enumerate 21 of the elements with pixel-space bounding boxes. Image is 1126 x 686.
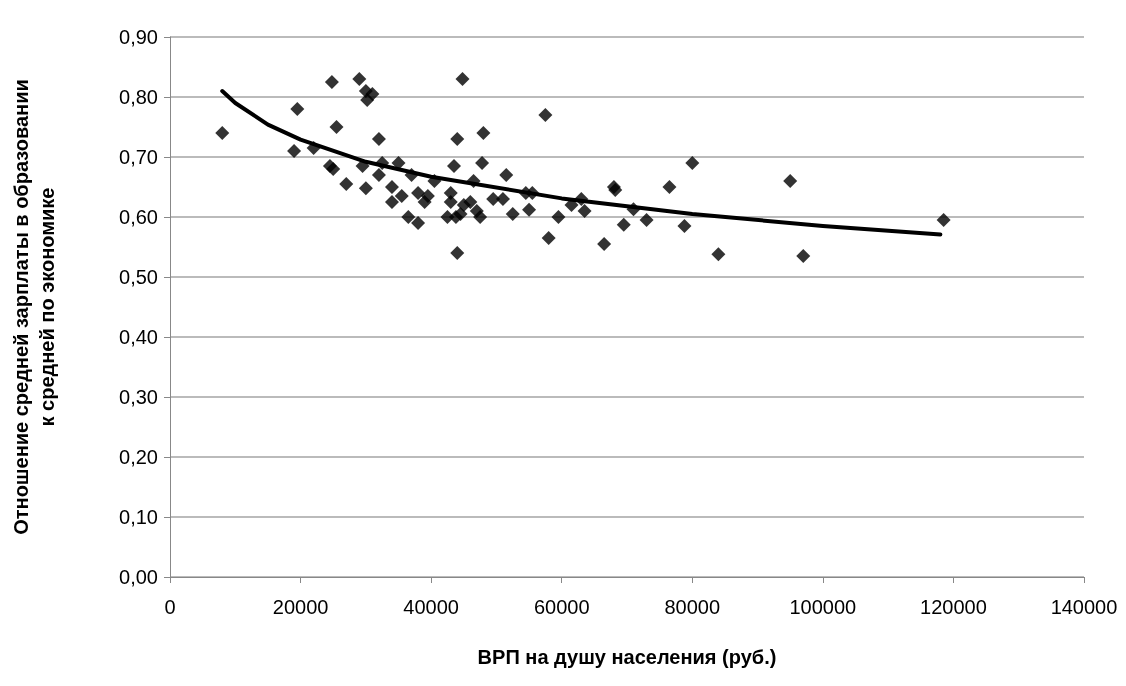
y-tick-label: 0,00 <box>119 566 158 588</box>
x-axis-title: ВРП на душу населения (руб.) <box>477 646 777 668</box>
line-series <box>220 89 943 237</box>
y-tick-label: 0,90 <box>119 26 158 48</box>
y-tick-label: 0,30 <box>119 386 158 408</box>
y-axis-title: Отношение средней зарплаты в образовании к средней по экономике <box>10 79 58 535</box>
x-tick-label: 20000 <box>272 596 329 618</box>
x-tick-label: 120000 <box>920 596 987 618</box>
x-tick-label: 100000 <box>789 596 857 618</box>
x-tick-label: 60000 <box>533 596 590 618</box>
y-tick-label: 0,70 <box>119 146 158 168</box>
x-tick-label: 80000 <box>664 596 721 618</box>
y-tick-label: 0,10 <box>119 506 158 528</box>
y-tick-label: 0,60 <box>119 206 158 228</box>
x-tick-label: 0 <box>164 596 176 618</box>
x-tick-label: 40000 <box>403 596 459 618</box>
x-tick-label: 140000 <box>1050 596 1118 618</box>
y-tick-label: 0,50 <box>119 266 158 288</box>
y-tick-label: 0,80 <box>119 86 158 108</box>
y-tick-label: 0,40 <box>119 326 158 348</box>
y-tick-label: 0,20 <box>119 446 158 468</box>
